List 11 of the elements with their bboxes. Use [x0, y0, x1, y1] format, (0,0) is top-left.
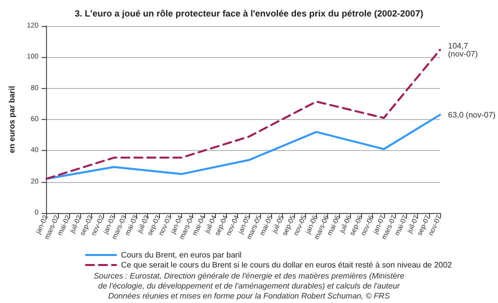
annotation: 63,0 (nov-07) [448, 110, 496, 120]
chart-title: 3. L'euro a joué un rôle protecteur face à l'envolée des prix du pétrole (2002-2007) [74, 8, 424, 18]
source-note: Sources : Eurostat, Direction générale de l'énergie et des matières premières (Ministère [94, 272, 405, 280]
line-series [46, 48, 441, 180]
legend-label: Ce que serait le cours du Brent si le cours du dollar en euros était resté à son niveau de 2002 [121, 260, 452, 270]
text: de l'écologie, du développement et de l'aménagement durables) et calculs de l'auteur [98, 282, 400, 290]
annotation: 104,7 (nov-07) [448, 41, 478, 58]
y-axis-title: en euros par baril [8, 86, 16, 154]
text: Données réunies et mises en forme pour la Fondation Robert Schuman, © FRS [108, 292, 390, 300]
line-series [46, 114, 441, 180]
legend-label: Cours du Brent, en euros par baril [121, 250, 242, 260]
